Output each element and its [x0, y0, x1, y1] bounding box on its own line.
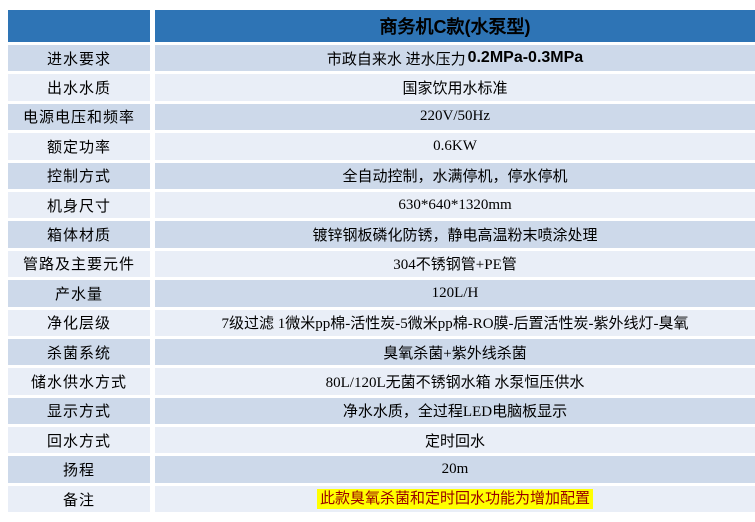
- spec-label: 扬程: [8, 456, 150, 483]
- table-row: 电源电压和频率 220V/50Hz: [8, 103, 755, 131]
- spec-value: 市政自来水 进水压力 0.2MPa-0.3MPa: [155, 45, 755, 72]
- spec-value: 120L/H: [155, 280, 755, 307]
- spec-value: 国家饮用水标准: [155, 74, 755, 101]
- spec-value-pressure: 0.2MPa-0.3MPa: [467, 49, 584, 67]
- spec-label: 箱体材质: [8, 221, 150, 248]
- spec-label: 进水要求: [8, 45, 150, 72]
- table-row: 管路及主要元件 304不锈钢管+PE管: [8, 250, 755, 278]
- table-row: 净化层级 7级过滤 1微米pp棉-活性炭-5微米pp棉-RO膜-后置活性炭-紫外…: [8, 309, 755, 336]
- spec-value: 80L/120L无菌不锈钢水箱 水泵恒压供水: [155, 368, 755, 395]
- table-row: 箱体材质 镀锌钢板磷化防锈，静电高温粉末喷涂处理: [8, 221, 755, 248]
- spec-label: 储水供水方式: [8, 368, 150, 395]
- spec-label: 净化层级: [8, 309, 150, 336]
- table-row: 进水要求 市政自来水 进水压力 0.2MPa-0.3MPa: [8, 45, 755, 72]
- table-row: 储水供水方式 80L/120L无菌不锈钢水箱 水泵恒压供水: [8, 368, 755, 395]
- spec-value: 220V/50Hz: [155, 103, 755, 131]
- table-row: 产水量 120L/H: [8, 280, 755, 307]
- product-title: 商务机C款(水泵型): [155, 10, 755, 42]
- table-row: 显示方式 净水水质，全过程LED电脑板显示: [8, 397, 755, 425]
- spec-value: 304不锈钢管+PE管: [155, 250, 755, 278]
- table-row: 机身尺寸 630*640*1320mm: [8, 191, 755, 219]
- spec-label: 额定功率: [8, 133, 150, 160]
- header-corner-cell: [8, 10, 150, 42]
- table-row: 杀菌系统 臭氧杀菌+紫外线杀菌: [8, 338, 755, 366]
- spec-value: 此款臭氧杀菌和定时回水功能为增加配置: [155, 485, 755, 513]
- spec-value: 20m: [155, 456, 755, 483]
- spec-value: 镀锌钢板磷化防锈，静电高温粉末喷涂处理: [155, 221, 755, 248]
- spec-label: 显示方式: [8, 397, 150, 425]
- table-header-row: 商务机C款(水泵型): [8, 10, 755, 42]
- spec-label: 控制方式: [8, 162, 150, 189]
- table-row: 备注 此款臭氧杀菌和定时回水功能为增加配置: [8, 485, 755, 513]
- spec-label: 产水量: [8, 280, 150, 307]
- spec-value: 630*640*1320mm: [155, 191, 755, 219]
- spec-value: 臭氧杀菌+紫外线杀菌: [155, 338, 755, 366]
- spec-value: 0.6KW: [155, 133, 755, 160]
- spec-label: 电源电压和频率: [8, 103, 150, 131]
- spec-label: 机身尺寸: [8, 191, 150, 219]
- spec-label: 备注: [8, 485, 150, 513]
- spec-value: 定时回水: [155, 427, 755, 454]
- table-row: 扬程 20m: [8, 456, 755, 483]
- spec-label: 杀菌系统: [8, 338, 150, 366]
- spec-label: 管路及主要元件: [8, 250, 150, 278]
- table-row: 额定功率 0.6KW: [8, 133, 755, 160]
- spec-value: 全自动控制，水满停机，停水停机: [155, 162, 755, 189]
- spec-value: 7级过滤 1微米pp棉-活性炭-5微米pp棉-RO膜-后置活性炭-紫外线灯-臭氧: [155, 309, 755, 336]
- table-row: 出水水质 国家饮用水标准: [8, 74, 755, 101]
- spec-value-text: 市政自来水 进水压力: [326, 51, 466, 68]
- spec-table: 商务机C款(水泵型) 进水要求 市政自来水 进水压力 0.2MPa-0.3MPa…: [8, 10, 755, 515]
- note-highlighted-text: 此款臭氧杀菌和定时回水功能为增加配置: [316, 489, 593, 510]
- spec-label: 回水方式: [8, 427, 150, 454]
- spec-value: 净水水质，全过程LED电脑板显示: [155, 397, 755, 425]
- table-row: 控制方式 全自动控制，水满停机，停水停机: [8, 162, 755, 189]
- table-row: 回水方式 定时回水: [8, 427, 755, 454]
- spec-label: 出水水质: [8, 74, 150, 101]
